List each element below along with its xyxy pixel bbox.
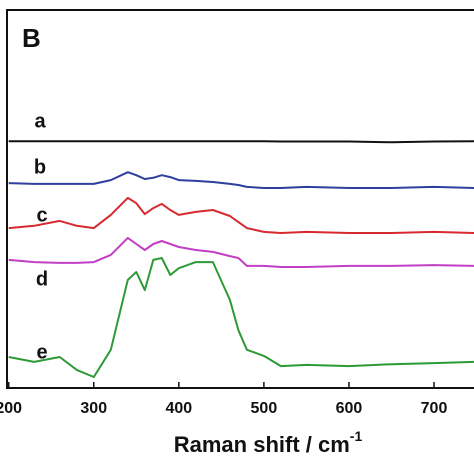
- x-tick-label: 300: [80, 400, 107, 417]
- spectrum-line: [8, 257, 474, 378]
- spectrum-line: [8, 140, 474, 144]
- spectrum-line: [8, 196, 474, 234]
- series-label: c: [36, 204, 47, 226]
- series-label: a: [34, 110, 46, 132]
- series-label: e: [36, 341, 47, 363]
- x-tick-label: 700: [421, 400, 448, 417]
- spectrum-line: [8, 236, 474, 268]
- x-tick-label: 200: [0, 400, 22, 417]
- x-tick-label: 400: [165, 400, 192, 417]
- plot-frame: [6, 9, 474, 389]
- x-axis-label-sup: -1: [350, 428, 363, 444]
- series-label: b: [34, 156, 46, 178]
- x-tick-label: 600: [336, 400, 363, 417]
- series-label: d: [36, 268, 48, 290]
- x-tick-label: 500: [251, 400, 278, 417]
- spectrum-line: [8, 171, 474, 189]
- x-axis-label-text: Raman shift / cm: [174, 432, 350, 457]
- panel-label: B: [22, 23, 41, 53]
- x-axis-label: Raman shift / cm-1: [174, 428, 363, 457]
